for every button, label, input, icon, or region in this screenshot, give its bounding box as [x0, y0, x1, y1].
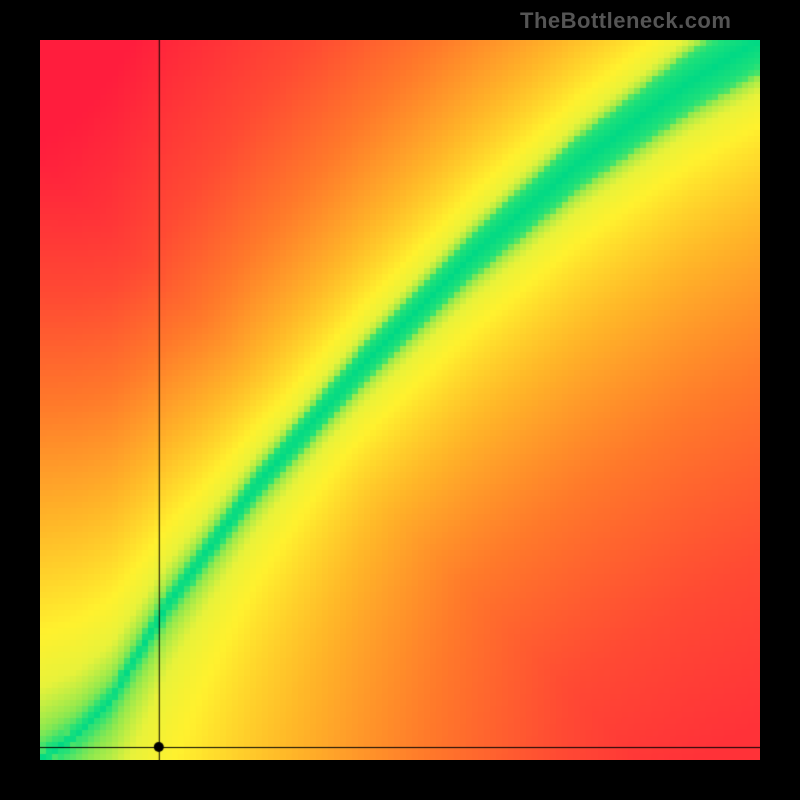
crosshair-overlay	[40, 40, 760, 760]
watermark-text: TheBottleneck.com	[520, 8, 731, 34]
bottleneck-heatmap	[40, 40, 760, 760]
